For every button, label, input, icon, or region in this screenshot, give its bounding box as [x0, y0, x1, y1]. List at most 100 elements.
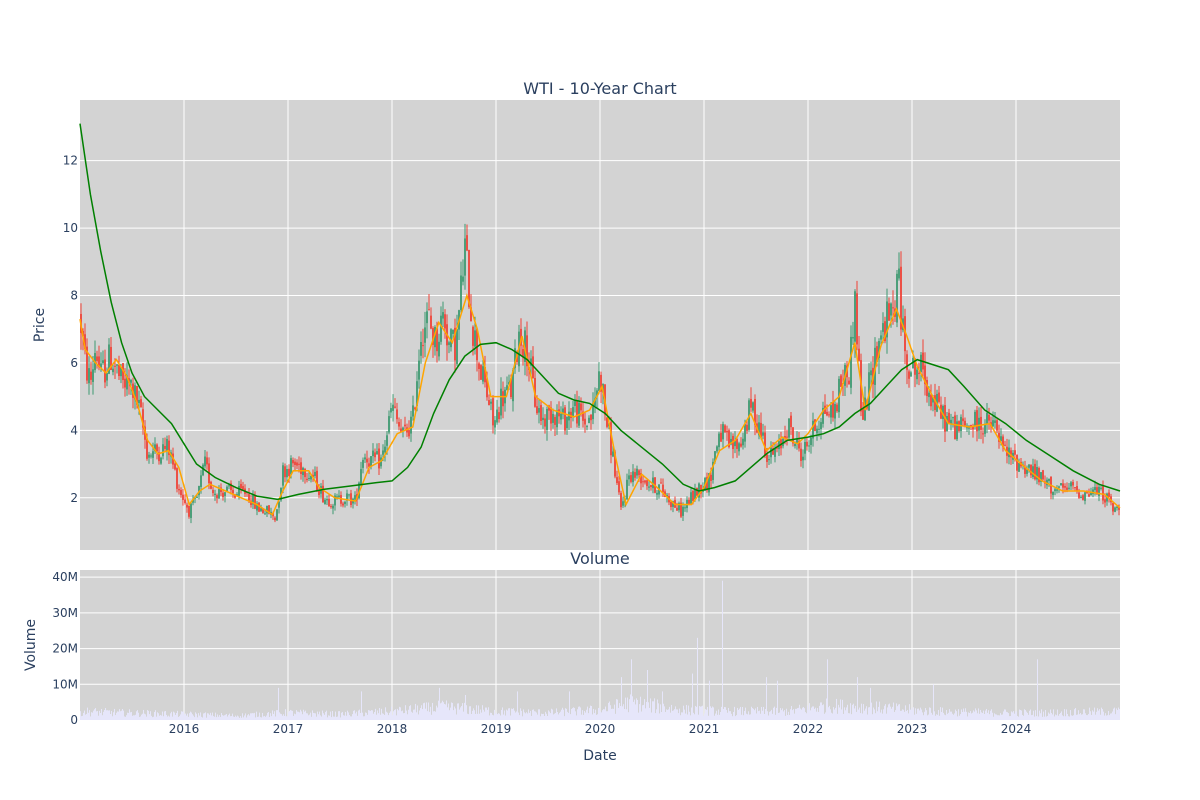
candle [1114, 506, 1116, 513]
volume-bar [771, 709, 772, 720]
candle-body [834, 404, 836, 419]
volume-bar [828, 707, 829, 720]
volume-bar [91, 712, 92, 720]
candle [924, 352, 926, 396]
volume-bar [539, 709, 540, 720]
candle [760, 412, 762, 440]
volume-bar [848, 713, 849, 720]
volume-bar [628, 712, 629, 720]
volume-bar [893, 702, 894, 720]
volume-bar [877, 711, 878, 720]
candle-body [214, 493, 216, 495]
volume-bar [971, 713, 972, 720]
volume-bar [881, 709, 882, 720]
volume-bar [131, 711, 132, 720]
volume-bar [329, 715, 330, 720]
volume-bar [152, 717, 153, 720]
volume-bar [455, 708, 456, 720]
candle [224, 491, 226, 503]
candle-body [684, 507, 686, 509]
volume-bar [124, 716, 125, 720]
candle [832, 390, 834, 422]
candle-body [486, 378, 488, 398]
candle [630, 472, 632, 484]
candle [92, 355, 94, 395]
candle-body [190, 503, 192, 518]
volume-bar [494, 709, 495, 720]
candle [720, 424, 722, 443]
candle-body [746, 424, 748, 431]
volume-bar [594, 713, 595, 720]
volume-bar [318, 714, 319, 720]
volume-bar [273, 713, 274, 720]
volume-bar [840, 699, 841, 720]
candle-body [800, 448, 802, 461]
volume-bar [118, 711, 119, 720]
volume-bar [856, 711, 857, 720]
candle-body [1094, 487, 1096, 491]
volume-y-tick-label-2: 20M [52, 642, 78, 656]
volume-bar [503, 714, 504, 720]
volume-bar [211, 715, 212, 720]
candle [888, 297, 890, 321]
candle-body [754, 399, 756, 426]
candle [808, 440, 810, 453]
volume-bar [425, 708, 426, 720]
volume-bar [404, 713, 405, 720]
volume-bar [770, 711, 771, 720]
candle [110, 336, 112, 371]
candle-body [450, 329, 452, 348]
volume-bar [386, 711, 387, 720]
candle-body [114, 365, 116, 367]
candle-body [560, 413, 562, 420]
volume-bar [364, 716, 365, 720]
volume-bar [1036, 716, 1037, 720]
volume-bar [458, 703, 459, 720]
volume-bar [624, 709, 625, 720]
candle [806, 436, 808, 451]
candle-body [112, 368, 114, 373]
volume-bar [1034, 716, 1035, 720]
volume-bar [953, 714, 954, 720]
volume-bar [705, 709, 706, 720]
volume-bar [336, 716, 337, 720]
candle [1100, 485, 1102, 491]
candle-body [420, 342, 422, 356]
candle-body [268, 505, 270, 514]
volume-bar [323, 713, 324, 720]
candle [456, 314, 458, 366]
volume-bar [849, 713, 850, 720]
volume-bar [162, 711, 163, 720]
volume-bar [754, 710, 755, 720]
volume-bar [284, 715, 285, 720]
volume-bar [687, 714, 688, 720]
candle-body [1118, 507, 1120, 510]
volume-bar [555, 712, 556, 720]
candle [294, 458, 296, 472]
volume-bar [593, 708, 594, 720]
candle-body [174, 463, 176, 470]
volume-bar [769, 711, 770, 720]
candle [812, 412, 814, 447]
volume-bar [226, 714, 227, 720]
candle-body [1108, 492, 1110, 497]
volume-bar [375, 708, 376, 720]
candle [418, 349, 420, 389]
volume-bar [222, 715, 223, 720]
volume-bar [128, 712, 129, 720]
volume-bar [1028, 714, 1029, 720]
candle [584, 412, 586, 433]
volume-bar [654, 698, 655, 720]
candle-body [1068, 487, 1070, 489]
candle [1108, 489, 1110, 503]
volume-bar [239, 717, 240, 720]
candle-body [166, 438, 168, 452]
candle-body [414, 407, 416, 409]
volume-bar [500, 715, 501, 720]
candle-body [646, 480, 648, 487]
x-tick-label-5: 2021 [689, 722, 720, 736]
candle-body [792, 427, 794, 444]
volume-bar [817, 708, 818, 720]
volume-bar [926, 710, 927, 720]
candle-body [596, 390, 598, 397]
